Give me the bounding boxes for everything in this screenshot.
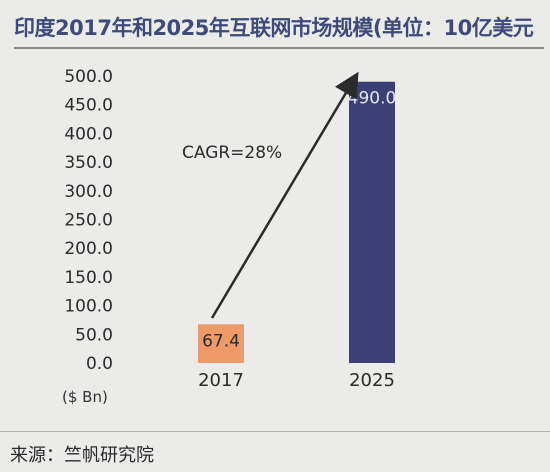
data-label-2025: 490.0 xyxy=(348,89,397,109)
x-tick-label: 2025 xyxy=(349,370,395,391)
bar-chart: 0.0 50.0 100.0 150.0 200.0 250.0 300.0 350.0 400… xyxy=(62,67,397,406)
y-tick-label: 400.0 xyxy=(64,124,113,144)
source-note: 来源：竺帆研究院 xyxy=(10,445,154,466)
bar-2017 xyxy=(198,324,244,363)
title-divider xyxy=(14,47,544,49)
bar-2025 xyxy=(349,81,395,364)
y-tick-label: 500.0 xyxy=(64,67,113,87)
unit-label: ($ Bn) xyxy=(62,388,108,406)
y-tick-label: 200.0 xyxy=(64,239,113,259)
data-label-2017: 67.4 xyxy=(202,331,240,351)
y-tick-label: 50.0 xyxy=(75,325,113,345)
x-axis-ticks: 2017 2025 xyxy=(198,370,395,391)
source-divider xyxy=(0,431,550,432)
y-tick-label: 450.0 xyxy=(64,96,113,116)
y-tick-label: 300.0 xyxy=(64,182,113,202)
cagr-annotation: CAGR=28% xyxy=(182,143,282,163)
y-tick-label: 350.0 xyxy=(64,153,113,173)
y-tick-label: 150.0 xyxy=(64,268,113,288)
y-axis-ticks: 0.0 50.0 100.0 150.0 200.0 250.0 300.0 350.0 400… xyxy=(64,67,113,374)
bars: 67.4 490.0 xyxy=(198,81,397,364)
y-tick-label: 0.0 xyxy=(86,354,113,374)
y-tick-label: 250.0 xyxy=(64,211,113,231)
cagr-arrow xyxy=(210,71,359,319)
x-tick-label: 2017 xyxy=(198,370,244,391)
y-tick-label: 100.0 xyxy=(64,297,113,317)
chart-title: 印度2017年和2025年互联网市场规模(单位：10亿美元 xyxy=(14,16,534,40)
